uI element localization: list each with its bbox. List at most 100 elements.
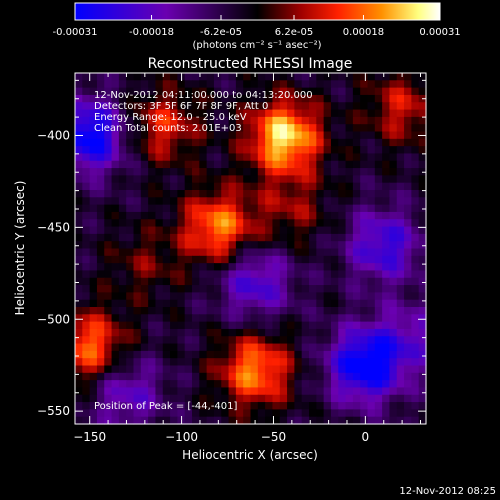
heatmap-cell — [155, 131, 164, 140]
heatmap-cell — [360, 80, 369, 89]
heatmap-cell — [75, 160, 83, 169]
heatmap-cell — [104, 372, 113, 381]
heatmap-cell — [192, 168, 200, 176]
heatmap-cell — [126, 160, 135, 169]
heatmap-cell — [360, 102, 369, 111]
heatmap-cell — [345, 197, 354, 206]
heatmap-cell — [133, 402, 142, 410]
heatmap-cell — [352, 168, 361, 176]
heatmap-cell — [309, 314, 317, 323]
heatmap-cell — [250, 131, 259, 140]
heatmap-cell — [316, 211, 325, 220]
heatmap-cell — [96, 328, 105, 337]
heatmap-cell — [411, 138, 420, 147]
heatmap-cell — [89, 146, 98, 155]
heatmap-cell — [192, 146, 200, 155]
heatmap-cell — [177, 138, 186, 147]
info-time-range: 12-Nov-2012 04:11:00.000 to 04:13:20.000 — [94, 90, 313, 101]
heatmap-cell — [279, 182, 288, 191]
heatmap-cell — [257, 350, 266, 359]
heatmap-cell — [272, 190, 281, 198]
heatmap-cell — [396, 219, 405, 228]
heatmap-cell — [279, 358, 288, 367]
heatmap-cell — [82, 182, 91, 191]
heatmap-cell — [265, 116, 274, 125]
heatmap-cell — [155, 343, 164, 352]
heatmap-cell — [89, 307, 98, 315]
heatmap-cell — [243, 190, 252, 198]
heatmap-cell — [243, 277, 252, 286]
heatmap-cell — [360, 233, 369, 242]
heatmap-cell — [265, 211, 274, 220]
heatmap-cell — [184, 168, 193, 176]
heatmap-cell — [396, 336, 405, 345]
heatmap-cell — [177, 131, 186, 140]
heatmap-cell — [221, 241, 230, 250]
heatmap-cell — [192, 190, 200, 198]
heatmap-cell — [213, 387, 222, 396]
heatmap-cell — [316, 175, 325, 184]
heatmap-cell — [250, 285, 259, 293]
heatmap-cell — [75, 241, 83, 250]
heatmap-cell — [257, 263, 266, 272]
heatmap-cell — [301, 87, 310, 96]
heatmap-cell — [243, 321, 252, 330]
heatmap-cell — [170, 321, 178, 330]
heatmap-cell — [82, 160, 91, 169]
heatmap-cell — [309, 87, 317, 96]
heatmap-cell — [89, 372, 98, 381]
heatmap-cell — [345, 285, 354, 293]
heatmap-cell — [126, 365, 135, 374]
x-axis-label: Heliocentric X (arcsec) — [182, 448, 318, 462]
heatmap-cell — [213, 138, 222, 147]
heatmap-cell — [177, 94, 186, 103]
heatmap-cell — [382, 94, 391, 103]
heatmap-cell — [126, 241, 135, 250]
heatmap-cell — [192, 116, 200, 125]
heatmap-cell — [389, 160, 398, 169]
heatmap-cell — [294, 263, 303, 272]
heatmap-cell — [184, 109, 193, 118]
heatmap-cell — [396, 241, 405, 250]
heatmap-cell — [148, 263, 157, 272]
heatmap-cell — [287, 307, 295, 315]
heatmap-cell — [104, 343, 113, 352]
heatmap-cell — [133, 182, 142, 191]
heatmap-cell — [360, 292, 369, 301]
heatmap-cell — [309, 299, 317, 308]
heatmap-cell — [82, 131, 91, 140]
heatmap-cell — [279, 336, 288, 345]
heatmap-cell — [243, 358, 252, 367]
heatmap-cell — [272, 109, 281, 118]
heatmap-cell — [118, 307, 127, 315]
heatmap-cell — [367, 190, 376, 198]
heatmap-cell — [389, 94, 398, 103]
heatmap-cell — [396, 402, 405, 410]
heatmap-cell — [199, 402, 208, 410]
heatmap-cell — [389, 416, 398, 425]
heatmap-cell — [221, 358, 230, 367]
heatmap-cell — [374, 409, 383, 418]
heatmap-cell — [82, 365, 91, 374]
heatmap-cell — [309, 131, 317, 140]
heatmap-cell — [206, 116, 215, 125]
heatmap-cell — [338, 394, 347, 403]
heatmap-cell — [330, 124, 339, 133]
heatmap-cell — [206, 182, 215, 191]
heatmap-cell — [104, 124, 113, 133]
heatmap-cell — [199, 365, 208, 374]
heatmap-cell — [418, 138, 427, 147]
heatmap-cell — [126, 343, 135, 352]
heatmap-cell — [396, 131, 405, 140]
heatmap-cell — [111, 402, 120, 410]
heatmap-cell — [155, 314, 164, 323]
heatmap-cell — [279, 138, 288, 147]
heatmap-cell — [118, 350, 127, 359]
heatmap-cell — [96, 131, 105, 140]
heatmap-cell — [199, 116, 208, 125]
heatmap-cell — [294, 343, 303, 352]
heatmap-cell — [360, 299, 369, 308]
heatmap-cell — [374, 87, 383, 96]
heatmap-cell — [396, 285, 405, 293]
heatmap-cell — [367, 380, 376, 389]
